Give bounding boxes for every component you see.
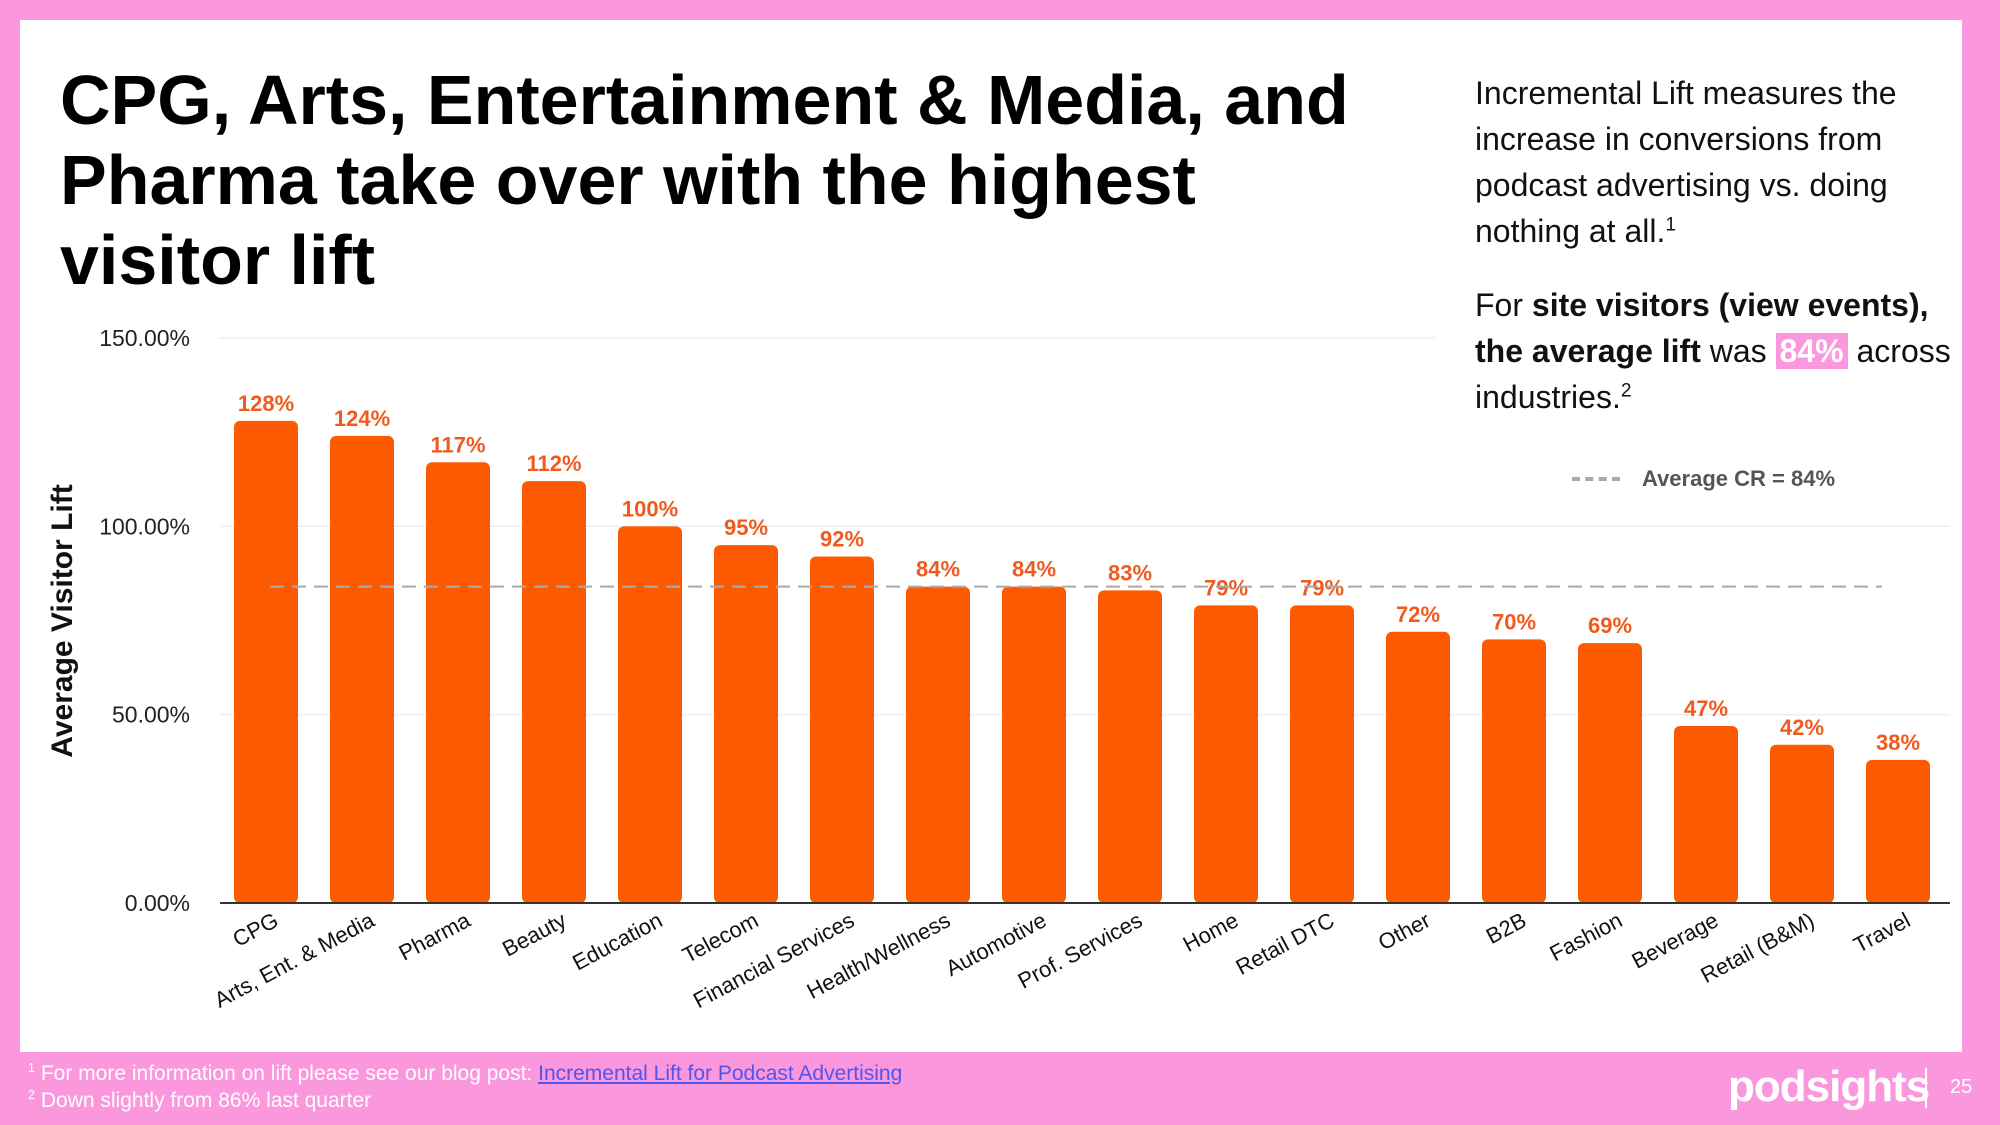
bar bbox=[330, 435, 394, 903]
bar bbox=[1002, 586, 1066, 903]
footnote-1-text: For more information on lift please see … bbox=[35, 1062, 539, 1085]
footnote-1: 1 For more information on lift please se… bbox=[28, 1060, 902, 1087]
data-label: 128% bbox=[238, 391, 294, 416]
data-label: 42% bbox=[1780, 715, 1824, 740]
bar bbox=[1674, 725, 1738, 903]
statement-suffix: across industries. bbox=[1475, 333, 1951, 415]
bar bbox=[1098, 590, 1162, 903]
data-label: 69% bbox=[1588, 613, 1632, 638]
lift-definition: Incremental Lift measures the increase i… bbox=[1475, 70, 1955, 254]
bar bbox=[1578, 643, 1642, 903]
bar bbox=[1290, 605, 1354, 903]
lift-definition-text: Incremental Lift measures the increase i… bbox=[1475, 75, 1897, 249]
slide-title: CPG, Arts, Entertainment & Media, and Ph… bbox=[60, 61, 1349, 299]
bar bbox=[234, 420, 298, 903]
data-label: 95% bbox=[724, 515, 768, 540]
y-tick-label: 150.00% bbox=[99, 325, 190, 351]
statement-prefix: For bbox=[1475, 287, 1532, 323]
category-label: Financial Services bbox=[689, 907, 858, 1013]
blog-post-link[interactable]: Incremental Lift for Podcast Advertising bbox=[538, 1062, 903, 1085]
category-label: Arts, Ent. & Media bbox=[210, 907, 379, 1013]
bar bbox=[1482, 639, 1546, 903]
data-label: 83% bbox=[1108, 560, 1152, 585]
chart-legend: Average CR = 84% bbox=[1572, 466, 1835, 492]
category-label: CPG bbox=[229, 907, 283, 951]
statement-bold: site visitors (view events), the average… bbox=[1475, 287, 1929, 369]
legend-label: Average CR = 84% bbox=[1642, 466, 1836, 491]
data-label: 79% bbox=[1204, 575, 1248, 600]
footnote-2-text: Down slightly from 86% last quarter bbox=[35, 1089, 372, 1112]
footnote-ref-1: 1 bbox=[1665, 214, 1677, 236]
category-label: Home bbox=[1179, 907, 1243, 957]
data-label: 84% bbox=[916, 557, 960, 582]
data-label: 112% bbox=[526, 451, 581, 476]
data-label: 70% bbox=[1492, 609, 1536, 634]
legend-dashed-line bbox=[1572, 477, 1620, 481]
bar bbox=[714, 545, 778, 903]
podsights-logo: podsights bbox=[1728, 1062, 1930, 1111]
bar bbox=[906, 586, 970, 903]
bar bbox=[1194, 605, 1258, 903]
footnote-ref-2: 2 bbox=[1620, 380, 1632, 402]
y-tick-label: 50.00% bbox=[112, 702, 190, 728]
footer-divider bbox=[1925, 1068, 1927, 1108]
category-label: Pharma bbox=[395, 907, 475, 966]
explanation-panel: Incremental Lift measures the increase i… bbox=[1475, 70, 1955, 448]
y-axis-label: Average Visitor Lift bbox=[46, 484, 79, 757]
category-label: Travel bbox=[1849, 907, 1914, 957]
data-label: 124% bbox=[334, 406, 390, 431]
category-label: B2B bbox=[1482, 907, 1530, 949]
y-tick-label: 0.00% bbox=[125, 890, 190, 916]
data-label: 38% bbox=[1876, 730, 1920, 755]
y-tick-label: 100.00% bbox=[99, 513, 190, 539]
footnotes: 1 For more information on lift please se… bbox=[28, 1060, 902, 1114]
bar bbox=[810, 556, 874, 903]
data-label: 79% bbox=[1300, 575, 1344, 600]
category-label: Retail DTC bbox=[1232, 907, 1339, 980]
average-highlight: 84% bbox=[1775, 333, 1848, 369]
bar bbox=[1866, 759, 1930, 903]
bar bbox=[618, 526, 682, 903]
bar bbox=[1386, 631, 1450, 903]
bar bbox=[1770, 744, 1834, 903]
category-label: Fashion bbox=[1545, 907, 1626, 966]
bar bbox=[522, 481, 586, 903]
data-label: 47% bbox=[1684, 696, 1728, 721]
category-label: Other bbox=[1374, 907, 1434, 955]
data-label: 92% bbox=[820, 526, 864, 551]
footnote-2: 2 Down slightly from 86% last quarter bbox=[28, 1087, 902, 1114]
statement-mid: was bbox=[1700, 333, 1776, 369]
data-label: 72% bbox=[1396, 602, 1440, 627]
data-label: 100% bbox=[622, 496, 678, 521]
page-number: 25 bbox=[1950, 1076, 1973, 1098]
data-label: 117% bbox=[430, 432, 485, 457]
data-label: 84% bbox=[1012, 557, 1056, 582]
category-label: Education bbox=[568, 907, 666, 975]
footnote-1-marker: 1 bbox=[28, 1061, 36, 1075]
bar bbox=[426, 462, 490, 903]
average-lift-statement: For site visitors (view events), the ave… bbox=[1475, 282, 1955, 420]
footnote-2-marker: 2 bbox=[28, 1088, 36, 1102]
category-label: Beauty bbox=[498, 907, 570, 961]
